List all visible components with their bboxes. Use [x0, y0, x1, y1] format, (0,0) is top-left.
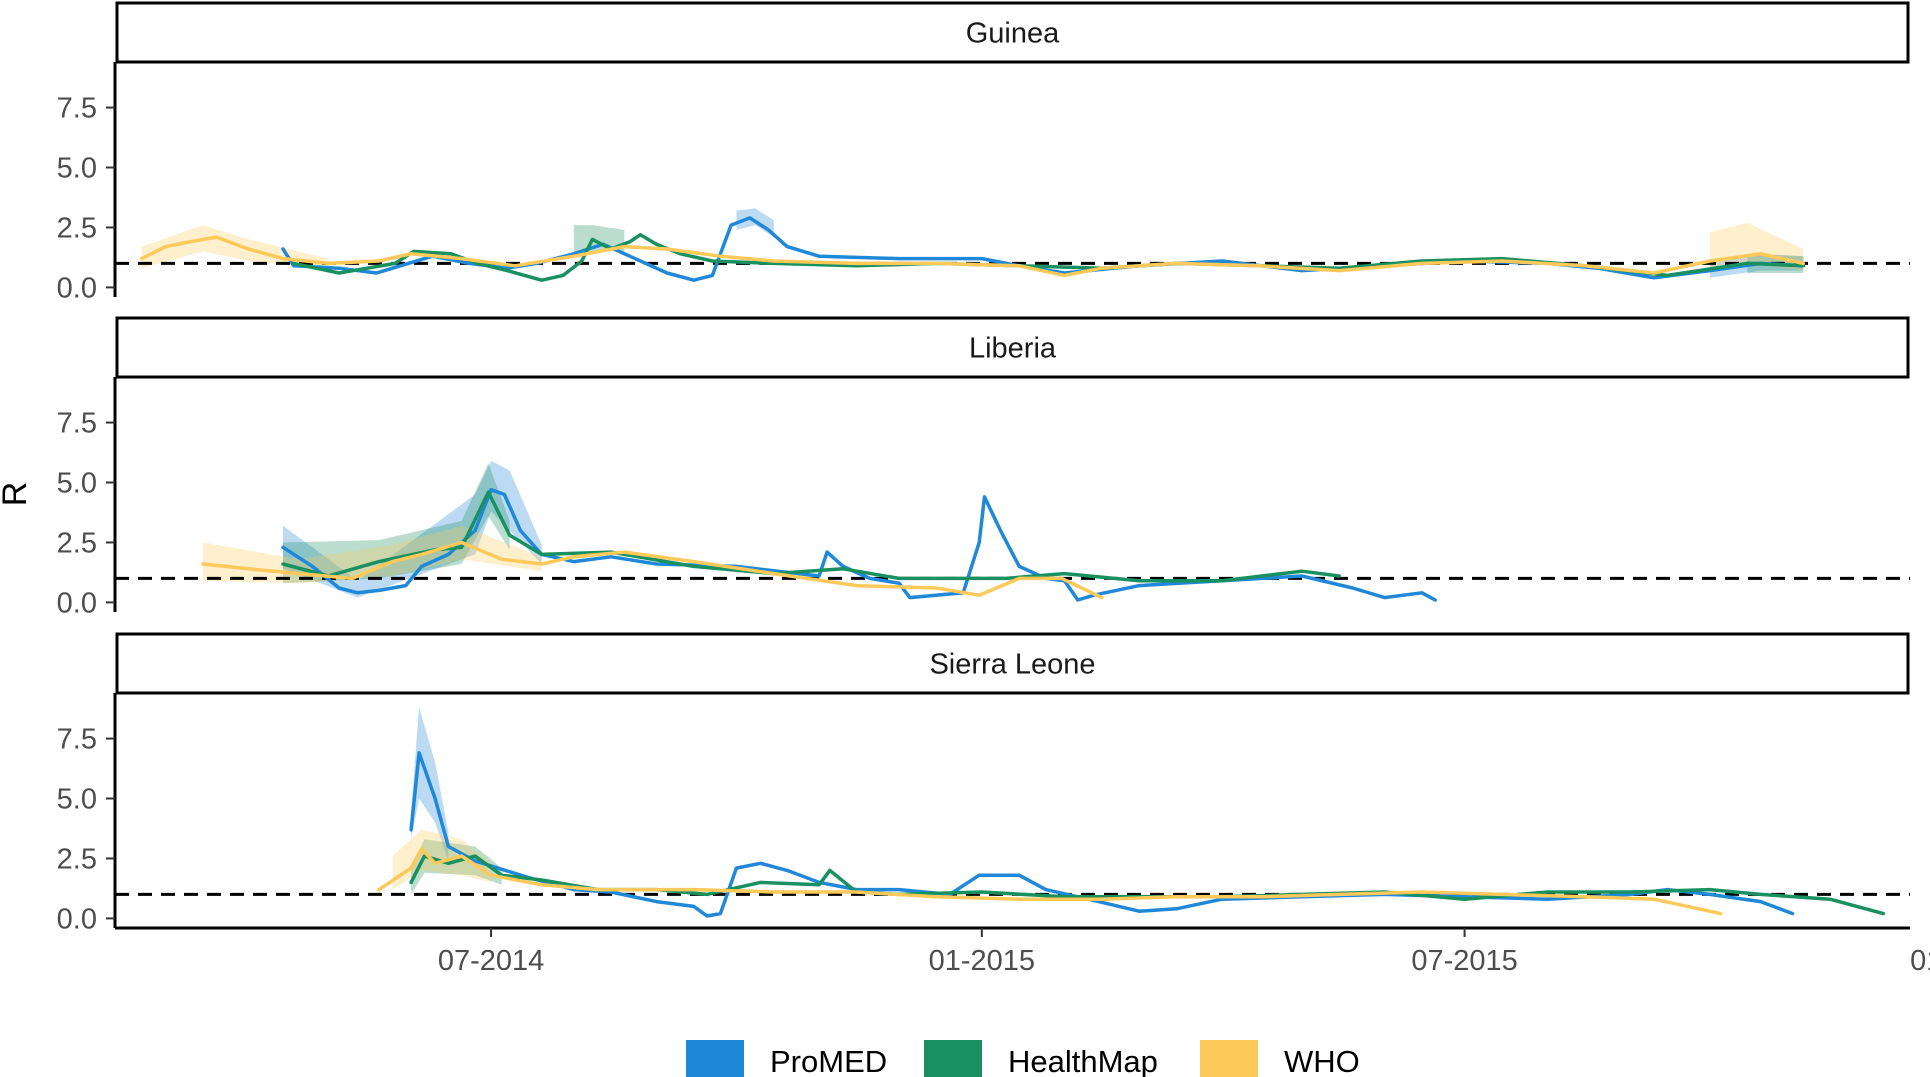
- legend-item-healthmap: HealthMap: [924, 1040, 1158, 1077]
- strip-liberia: [115, 316, 1910, 379]
- strip-label-guinea: Guinea: [966, 18, 1060, 50]
- legend-label-healthmap: HealthMap: [1008, 1044, 1158, 1077]
- series-line-healthmap-guinea: [291, 232, 1806, 282]
- legend-swatch-who: [1200, 1040, 1258, 1077]
- series-line-who-guinea: [139, 235, 1806, 278]
- y-tick-label: 5.0: [57, 784, 97, 816]
- x-tick-label: 07-2014: [438, 945, 544, 977]
- series-line-healthmap-sierra-leone: [409, 854, 1886, 916]
- strip-sierra-leone: [115, 632, 1910, 695]
- panel-guinea: Guinea 0.0 2.5 5.0 7.5: [57, 1, 1910, 304]
- y-tick-label: 2.5: [57, 527, 97, 559]
- legend-swatch-promed: [686, 1040, 744, 1077]
- ribbon-healthmap-sierra-leone: [411, 839, 502, 895]
- legend-label-promed: ProMED: [770, 1044, 887, 1077]
- series-line-promed-liberia: [281, 487, 1437, 602]
- y-tick-label: 0.0: [57, 587, 97, 619]
- panel-sierra-leone: Sierra Leone 0.0 2.5 5.0 7.5: [57, 632, 1910, 935]
- panel-liberia: Liberia 0.0 2.5 5.0 7.5: [57, 316, 1910, 619]
- y-tick-label: 0.0: [57, 903, 97, 935]
- series-line-who-liberia: [201, 540, 1104, 600]
- y-tick-label: 7.5: [57, 93, 97, 125]
- ribbon-healthmap-liberia: [283, 463, 510, 584]
- plot-area-sierra-leone: [115, 707, 1910, 918]
- strip-label-sierra-leone: Sierra Leone: [929, 649, 1095, 681]
- ribbon-promed-liberia: [283, 460, 542, 598]
- x-axis: 07-2014 01-2015 07-2015 01-201: [115, 926, 1930, 977]
- strip-label-liberia: Liberia: [969, 333, 1057, 365]
- series-line-who-sierra-leone: [377, 847, 1723, 916]
- x-tick-label: 01-2015: [929, 945, 1035, 977]
- y-tick-label: 5.0: [57, 153, 97, 185]
- legend: ProMED HealthMap WHO: [686, 1040, 1360, 1077]
- strip-guinea: [115, 1, 1910, 64]
- y-tick-label: 2.5: [57, 843, 97, 875]
- plot-area-guinea: [115, 208, 1910, 282]
- y-tick-label: 2.5: [57, 212, 97, 244]
- legend-label-who: WHO: [1284, 1044, 1360, 1077]
- y-tick-label: 7.5: [57, 408, 97, 440]
- y-tick-label: 5.0: [57, 468, 97, 500]
- panels-layer: Guinea0.02.55.07.5Liberia0.02.55.07.5Sie…: [57, 1, 1910, 935]
- plot-area-liberia: [115, 460, 1910, 602]
- ribbon-who-liberia: [203, 525, 542, 584]
- y-tick-label: 0.0: [57, 272, 97, 304]
- y-tick-label: 7.5: [57, 724, 97, 756]
- x-tick-label: 01-201: [1910, 945, 1930, 977]
- y-axis-title: R: [0, 482, 34, 507]
- legend-item-who: WHO: [1200, 1040, 1360, 1077]
- x-tick-label: 07-2015: [1411, 945, 1517, 977]
- legend-swatch-healthmap: [924, 1040, 982, 1077]
- legend-item-promed: ProMED: [686, 1040, 887, 1077]
